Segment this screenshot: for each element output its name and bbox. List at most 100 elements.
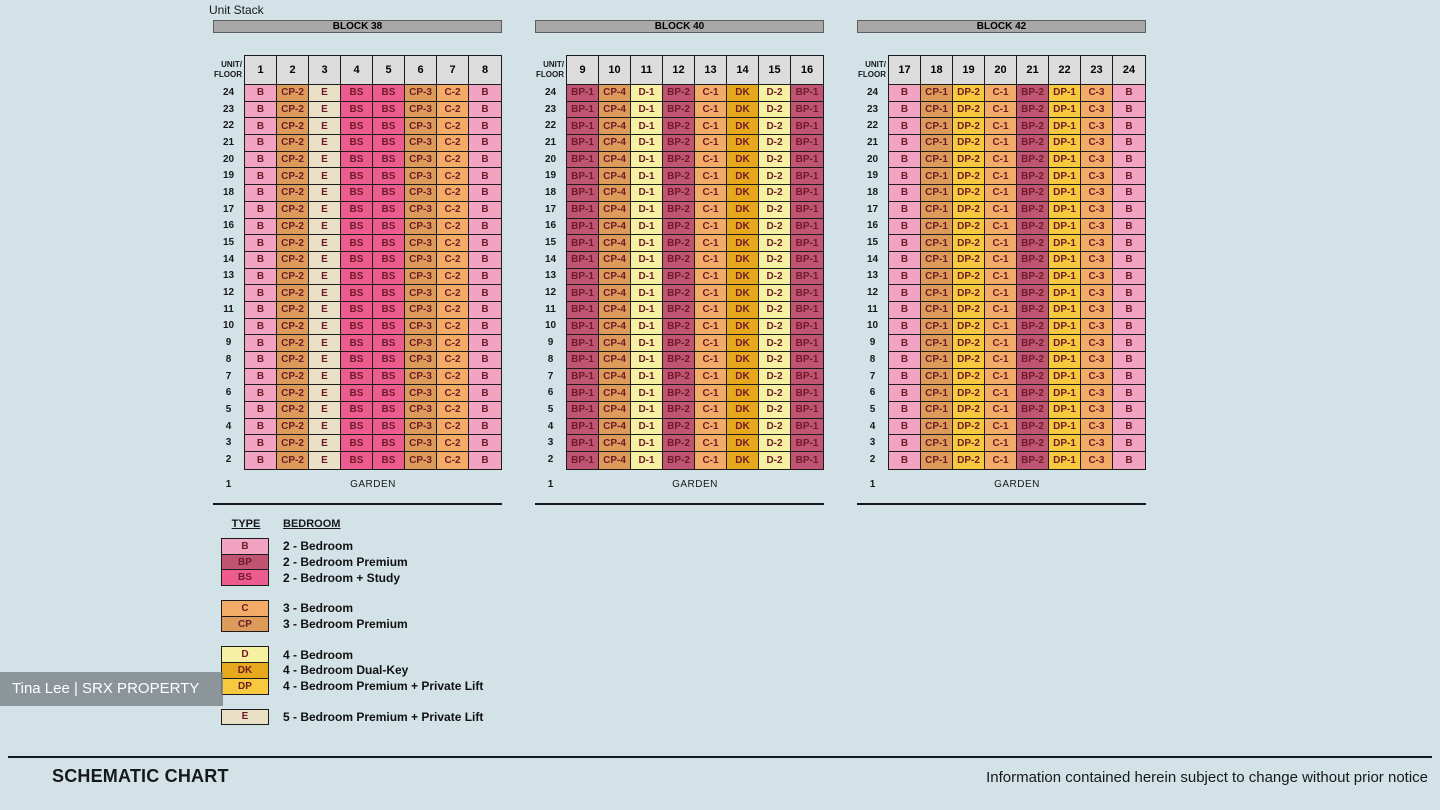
floor-number: 6 — [547, 387, 554, 399]
unit-cell: D-1 — [631, 151, 663, 169]
floor-number: 18 — [544, 186, 557, 198]
unit-cell: CP-2 — [277, 385, 309, 403]
unit-cell: CP-2 — [277, 268, 309, 286]
unit-cell: BP-1 — [567, 285, 599, 302]
ground-floor-number: 1 — [547, 479, 554, 490]
unit-cell: DP-1 — [1049, 135, 1081, 152]
unit-cell: C-1 — [985, 435, 1017, 453]
unit-cell: C-1 — [985, 101, 1017, 119]
legend-swatch-bp: BP — [221, 553, 269, 571]
unit-cell: BS — [373, 368, 405, 386]
floor-number: 18 — [222, 186, 235, 198]
legend-group: C 3 - Bedroom CP 3 - Bedroom Premium — [221, 600, 483, 633]
floor-number: 4 — [869, 420, 876, 432]
unit-cell: B — [245, 301, 277, 319]
unit-cell: C-1 — [695, 185, 727, 202]
unit-cell: BS — [341, 318, 373, 336]
unit-cell: B — [245, 435, 277, 453]
unit-cell: D-2 — [759, 85, 791, 102]
floor-number: 24 — [866, 86, 879, 98]
legend-swatch-b: B — [221, 538, 269, 555]
unit-cell: C-1 — [695, 85, 727, 102]
floor-number: 19 — [222, 170, 235, 182]
unit-cell: BS — [373, 352, 405, 369]
unit-cell: BS — [373, 151, 405, 169]
unit-cell: B — [1113, 368, 1145, 386]
unit-cell: BS — [373, 168, 405, 186]
floor-number: 7 — [869, 370, 876, 382]
legend-row: C 3 - Bedroom — [221, 600, 483, 617]
unit-cell: C-1 — [985, 185, 1017, 202]
unit-column-header: 8 — [469, 56, 501, 85]
unit-cell: C-2 — [437, 418, 469, 436]
unit-cell: C-3 — [1081, 218, 1113, 236]
floor-number: 14 — [222, 253, 235, 265]
unit-cell: BP-2 — [663, 335, 695, 352]
unit-cell: BP-2 — [1017, 318, 1049, 336]
unit-cell: CP-3 — [405, 335, 437, 352]
unit-cell: BS — [341, 135, 373, 152]
unit-cell: CP-1 — [921, 385, 953, 403]
unit-cell: CP-1 — [921, 251, 953, 269]
legend-label: 5 - Bedroom Premium + Private Lift — [283, 709, 484, 724]
unit-cell: CP-3 — [405, 452, 437, 469]
unit-cell: C-3 — [1081, 235, 1113, 252]
unit-cell: C-1 — [985, 385, 1017, 403]
ground-floor-number: 1 — [869, 479, 876, 490]
unit-cell: B — [1113, 335, 1145, 352]
unit-cell: CP-2 — [277, 168, 309, 186]
unit-cell: BS — [373, 318, 405, 336]
legend-group: B 2 - Bedroom BP 2 - Bedroom Premium BS 2 - B… — [221, 538, 483, 587]
unit-cell: BP-1 — [791, 251, 823, 269]
unit-cell: DP-2 — [953, 85, 985, 102]
floor-number: 14 — [866, 253, 879, 265]
legend-row: B 2 - Bedroom — [221, 538, 483, 555]
unit-cell: C-1 — [695, 151, 727, 169]
ground-floor-row: 1 GARDEN — [213, 479, 502, 495]
floor-number: 21 — [222, 136, 235, 148]
unit-cell: BP-2 — [1017, 301, 1049, 319]
unit-cell: CP-1 — [921, 168, 953, 186]
unit-cell: B — [245, 218, 277, 236]
unit-cell: C-1 — [985, 118, 1017, 136]
unit-cell: B — [889, 318, 921, 336]
unit-cell: C-1 — [695, 251, 727, 269]
unit-cell: BS — [373, 135, 405, 152]
unit-cell: B — [889, 335, 921, 352]
unit-cell: BS — [341, 235, 373, 252]
unit-cell: DP-2 — [953, 235, 985, 252]
floor-number: 13 — [544, 270, 557, 282]
unit-cell: CP-1 — [921, 301, 953, 319]
unit-cell: C-1 — [695, 368, 727, 386]
unit-cell: C-1 — [695, 335, 727, 352]
unit-cell: B — [245, 101, 277, 119]
unit-cell: DK — [727, 452, 759, 469]
unit-cell: C-3 — [1081, 101, 1113, 119]
unit-cell: DP-1 — [1049, 235, 1081, 252]
unit-cell: B — [469, 201, 501, 219]
unit-cell: C-3 — [1081, 168, 1113, 186]
unit-cell: B — [469, 251, 501, 269]
unit-cell: BP-1 — [567, 335, 599, 352]
unit-cell: D-1 — [631, 318, 663, 336]
unit-cell: E — [309, 402, 341, 419]
unit-cell: B — [889, 235, 921, 252]
unit-cell: CP-4 — [599, 285, 631, 302]
unit-cell: C-2 — [437, 285, 469, 302]
unit-cell: D-2 — [759, 118, 791, 136]
legend-label: 4 - Bedroom Dual-Key — [283, 663, 409, 678]
unit-cell: B — [245, 235, 277, 252]
unit-cell: B — [469, 402, 501, 419]
legend-label: 3 - Bedroom Premium — [283, 617, 408, 632]
unit-floor-label-line1: UNIT/ — [543, 59, 564, 69]
legend-swatch-e: E — [221, 708, 269, 726]
unit-cell: DK — [727, 151, 759, 169]
unit-cell: B — [245, 168, 277, 186]
floor-number: 23 — [866, 103, 879, 115]
unit-cell: CP-4 — [599, 101, 631, 119]
unit-cell: BP-2 — [1017, 118, 1049, 136]
unit-cell: C-1 — [695, 101, 727, 119]
unit-cell: B — [889, 201, 921, 219]
unit-column-header: 3 — [309, 56, 341, 85]
unit-cell: C-3 — [1081, 368, 1113, 386]
